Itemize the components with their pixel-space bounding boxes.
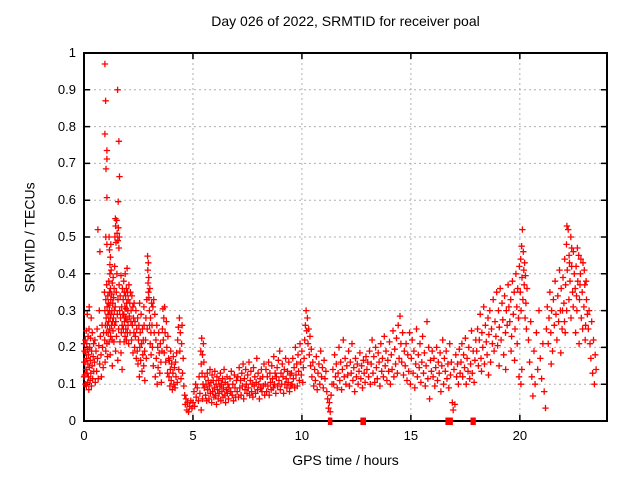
y-tick-label: 0.1 [57,376,76,392]
y-tick-label: 0.2 [57,339,76,355]
zero-value-marker [445,417,453,425]
x-tick-label: 0 [80,428,88,443]
zero-value-marker [470,417,476,425]
x-tick-label: 20 [512,428,528,443]
y-tick-label: 0.6 [57,192,76,208]
scatter-points [80,60,600,415]
chart-title: Day 026 of 2022, SRMTID for receiver poa… [211,13,480,29]
x-axis-title: GPS time / hours [292,452,399,468]
zero-value-marker [360,417,366,425]
y-axis-title: SRMTID / TECUs [21,182,38,293]
plot-border [83,52,608,422]
x-tick-label: 5 [189,428,197,443]
y-tick-label: 0.4 [57,265,76,281]
zero-value-marker [327,417,331,425]
y-tick-label: 0.3 [57,302,76,318]
y-tick-label: 0.8 [57,118,76,134]
x-tick-label: 10 [294,428,310,443]
y-tick-label: 0 [68,413,76,428]
y-tick-label: 0.5 [57,229,76,244]
y-tick-label: 0.7 [57,155,76,171]
zero-value-marker [329,417,333,425]
x-tick-label: 15 [403,428,419,443]
y-tick-label: 1 [68,45,76,60]
y-tick-label: 0.9 [57,81,76,97]
